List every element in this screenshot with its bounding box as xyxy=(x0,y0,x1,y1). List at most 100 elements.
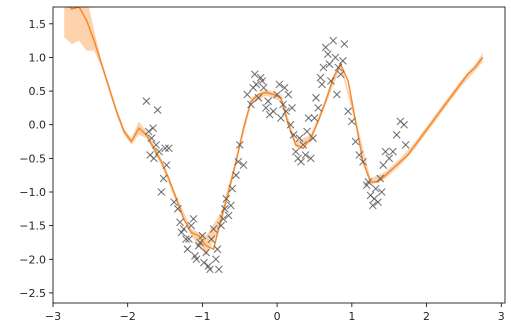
observation-point xyxy=(321,43,330,52)
observation-point xyxy=(276,114,285,122)
observation-point xyxy=(214,265,223,274)
observation-point xyxy=(316,73,325,82)
observation-point xyxy=(291,147,300,156)
observation-point xyxy=(176,218,184,227)
observation-point xyxy=(179,225,188,233)
observation-point xyxy=(289,130,298,139)
y-tick-label: 0.0 xyxy=(29,119,47,132)
observation-point xyxy=(254,93,263,102)
observation-point xyxy=(262,104,270,112)
observation-point xyxy=(182,235,190,243)
observation-point xyxy=(239,161,248,169)
observation-point xyxy=(207,235,216,243)
observation-point xyxy=(159,174,168,183)
x-tick-label: 2 xyxy=(423,310,430,323)
observation-point xyxy=(155,147,163,156)
observation-point xyxy=(324,50,332,58)
observation-point xyxy=(219,215,228,223)
observation-point xyxy=(312,93,320,102)
observation-point xyxy=(368,201,377,210)
observation-point xyxy=(217,221,225,230)
observation-point xyxy=(297,157,305,166)
observation-point xyxy=(304,114,313,122)
observation-point xyxy=(282,107,290,116)
plot-area xyxy=(64,7,484,274)
observation-point xyxy=(288,104,296,112)
observation-point xyxy=(250,70,259,79)
observation-point xyxy=(314,104,323,112)
observation-point xyxy=(364,178,373,186)
observation-point xyxy=(351,137,360,146)
observation-point xyxy=(147,134,156,143)
observation-point xyxy=(301,151,310,159)
y-tick-label: −1.0 xyxy=(19,186,46,199)
y-tick-label: 0.5 xyxy=(29,85,47,98)
observation-point xyxy=(333,90,341,99)
observation-point xyxy=(149,124,158,132)
y-tick-label: −1.5 xyxy=(19,220,46,233)
observation-point xyxy=(269,107,278,116)
observation-point xyxy=(259,83,268,92)
observation-point xyxy=(213,245,222,254)
observation-point xyxy=(340,40,349,48)
observation-point xyxy=(187,221,196,230)
observation-point xyxy=(234,157,243,166)
observation-point xyxy=(319,63,328,72)
observation-point xyxy=(228,184,237,193)
x-tick-label: −1 xyxy=(194,310,210,323)
x-tick-label: 1 xyxy=(348,310,355,323)
observation-point xyxy=(211,255,220,264)
y-tick-label: −0.5 xyxy=(19,152,46,165)
observation-point xyxy=(224,211,233,220)
observation-point xyxy=(164,144,173,153)
observation-point xyxy=(401,141,410,149)
x-tick-label: −2 xyxy=(120,310,136,323)
observation-point xyxy=(325,60,334,69)
observation-point xyxy=(327,77,335,85)
observation-point xyxy=(173,204,182,213)
observation-point xyxy=(170,198,178,206)
observation-point xyxy=(381,147,390,156)
observation-point xyxy=(196,238,205,247)
observation-point xyxy=(273,90,282,99)
observation-point xyxy=(226,201,235,210)
observation-point xyxy=(303,127,311,136)
observation-point xyxy=(275,80,284,89)
x-axis: −3 −2 −1 0 1 2 3 xyxy=(45,303,505,323)
observation-point xyxy=(235,141,244,149)
observation-point xyxy=(252,80,261,89)
observation-point xyxy=(157,188,166,196)
observation-point xyxy=(392,130,401,139)
observation-point xyxy=(295,134,304,143)
observation-point xyxy=(177,228,186,237)
observation-point xyxy=(189,215,198,223)
observation-point xyxy=(162,161,171,169)
observation-point xyxy=(198,231,207,240)
observation-point xyxy=(400,120,409,129)
confidence-band xyxy=(64,7,483,256)
y-tick-label: 1.0 xyxy=(29,51,47,64)
observation-point xyxy=(331,53,340,62)
observation-point xyxy=(222,194,231,203)
observation-point xyxy=(318,80,326,89)
observation-point xyxy=(258,77,267,85)
observation-point xyxy=(232,171,240,180)
observation-point xyxy=(206,265,214,274)
observation-point xyxy=(149,154,158,163)
observation-point xyxy=(389,147,397,156)
y-tick-label: 1.5 xyxy=(29,18,47,31)
observation-point xyxy=(153,106,162,114)
observation-point xyxy=(209,225,218,233)
observation-point xyxy=(347,117,356,126)
observation-point xyxy=(220,204,229,213)
observation-point xyxy=(336,70,345,79)
observation-point xyxy=(286,120,295,129)
observation-point xyxy=(310,114,319,122)
x-tick-label: −3 xyxy=(45,310,61,323)
observation-point xyxy=(183,245,192,254)
observation-point xyxy=(161,144,169,153)
observation-point xyxy=(202,248,211,257)
observation-point xyxy=(280,83,289,92)
axes-frame xyxy=(52,6,506,304)
